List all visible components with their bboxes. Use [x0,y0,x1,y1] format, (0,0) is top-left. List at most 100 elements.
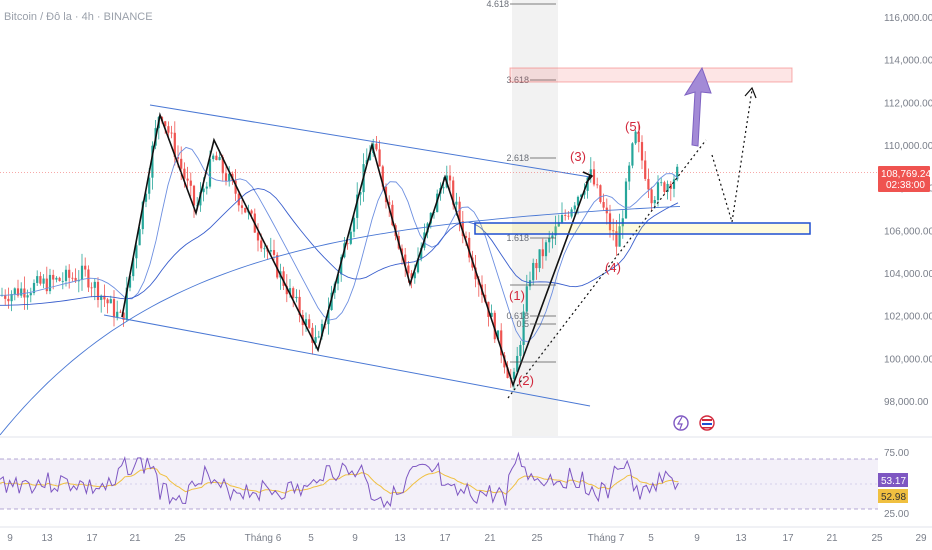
flash-icon[interactable] [673,415,689,431]
candle-body [420,247,423,259]
candle-body [672,179,676,189]
candle-body [112,299,116,318]
candle-body [132,258,135,277]
time-tick: 17 [782,533,794,544]
candle-body [356,194,359,218]
fib-label: 0.618 [506,311,529,321]
candle-body [461,221,464,236]
candle-body [48,274,52,292]
candle-body [352,217,356,232]
time-tick: 17 [86,533,98,544]
candle-body [256,232,260,241]
candle-body [548,238,551,243]
candle-body [554,226,557,236]
rsi-tick-25: 25.00 [884,509,909,520]
wave-label: (1) [509,288,525,303]
candle-body [660,182,663,184]
candle-body [506,367,509,378]
candle-body [522,311,525,345]
candle-body [644,160,647,179]
wave-label: (3) [570,149,586,164]
candle-body [580,194,583,197]
candle-body [448,175,452,181]
rsi-ma-badge [878,489,908,503]
candle-body [608,213,612,231]
price-tick: 112,000.00 [884,98,932,109]
candle-body [298,296,301,315]
candle-body [628,165,631,182]
candle-body [240,205,244,208]
candle-body [119,311,122,313]
candle-body [215,155,218,161]
candle-body [183,168,186,179]
candle-body [391,204,394,226]
fib-label: 4.618 [486,0,509,9]
candle-body [74,277,77,282]
target-zone[interactable] [509,67,793,83]
dotted-trend-line [507,139,707,399]
time-tick: 13 [394,533,406,544]
last-price-value: 108,769.24 [881,169,931,180]
candle-body [596,184,599,186]
flag-icon[interactable] [699,415,715,431]
candle-body [234,180,237,194]
candle-body [560,215,564,223]
candle-body [39,276,42,284]
ma-line-fast [0,146,679,343]
candle-body [586,177,589,191]
candle-body [16,288,20,296]
candle-body [292,288,295,299]
candle-body [349,231,352,244]
candle-body [503,355,506,368]
candle-body [199,192,202,206]
time-tick: 9 [7,533,13,544]
candle-body [167,126,170,133]
candle-body [359,192,362,195]
candle-body [135,245,138,259]
candle-body [640,142,644,161]
candle-body [282,271,285,286]
candle-body [68,269,71,278]
candle-body [29,293,32,296]
candle-body [212,155,215,160]
price-axis[interactable]: 116,000.00 114,000.00 112,000.00 110,000.00… [884,13,932,408]
candle-body [612,230,615,232]
candle-body [80,265,84,280]
candle-body [416,258,420,273]
candle-body [151,145,154,178]
candle-body [663,182,666,192]
candle-body [224,173,228,182]
candle-body [528,280,532,287]
price-tick: 104,000.00 [884,269,932,280]
candle-body [532,262,535,281]
candle-body [304,319,308,326]
time-tick: 13 [735,533,747,544]
ma-line-long [0,205,681,436]
candle-body [100,295,103,300]
candle-body [180,158,183,169]
candle-body [573,205,576,210]
candle-body [13,288,16,294]
candle-body [567,215,570,217]
price-tick: 98,000.00 [884,397,929,408]
candle-body [218,157,221,161]
last-price-badge [878,166,930,192]
candle-body [4,294,7,299]
candle-body [589,169,592,178]
candle-body [228,173,231,182]
candle-body [173,132,176,157]
time-axis[interactable]: 9 13 17 21 25 Tháng 6 5 9 13 17 21 25 Tháng 7 5 9 13 17 2… [7,533,927,544]
support-zone[interactable] [474,222,811,235]
candle-body [285,285,288,295]
candle-body [103,295,106,300]
price-tick: 114,000.00 [884,56,932,67]
candle-body [637,131,640,143]
time-tick: 5 [648,533,654,544]
candle-body [96,281,100,300]
wave-label: (2) [518,373,534,388]
candle-body [631,143,634,166]
candle-body [602,201,605,208]
